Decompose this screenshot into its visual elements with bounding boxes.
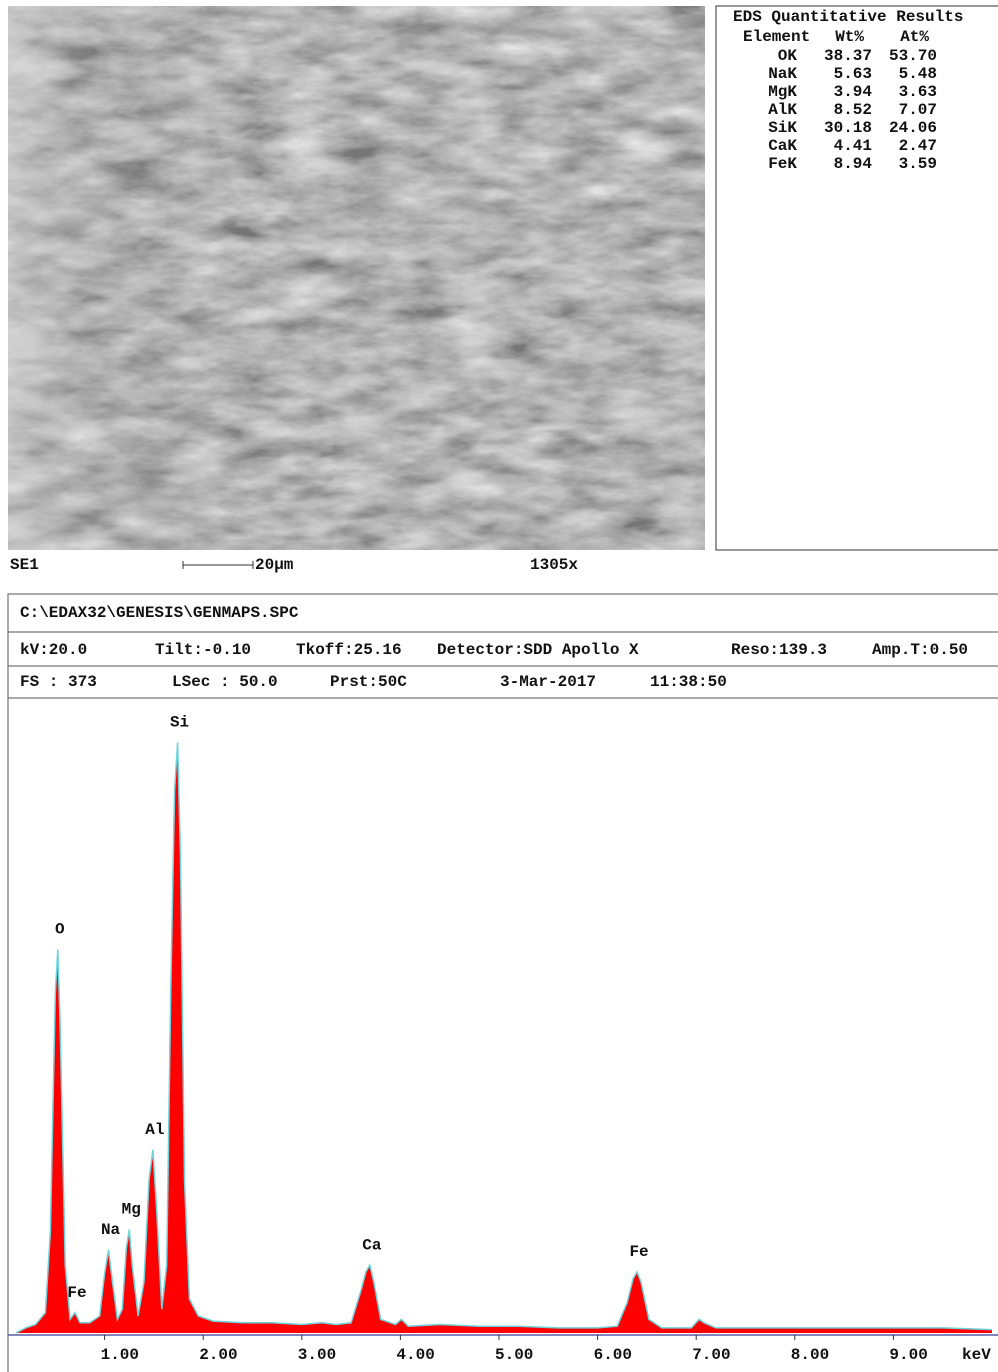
- table-cell: 8.52: [834, 101, 872, 119]
- x-tick-label: 6.00: [594, 1346, 632, 1364]
- column-header: At%: [900, 28, 929, 46]
- table-cell: 30.18: [824, 119, 872, 137]
- x-tick-label: 2.00: [199, 1346, 237, 1364]
- acq-param: Detector:SDD Apollo X: [437, 641, 639, 659]
- table-cell: 3.59: [899, 155, 937, 173]
- x-tick-label: 1.00: [101, 1346, 139, 1364]
- table-cell: 53.70: [889, 47, 937, 65]
- peak-label: Fe: [629, 1243, 648, 1261]
- x-tick-label: 8.00: [791, 1346, 829, 1364]
- x-tick-label: 7.00: [692, 1346, 730, 1364]
- peak-label: Ca: [362, 1236, 382, 1254]
- peak-label: O: [55, 921, 65, 939]
- acq-param: Reso:139.3: [731, 641, 827, 659]
- peak-label: Al: [145, 1121, 164, 1139]
- table-cell: 38.37: [824, 47, 872, 65]
- caption-scale: 20µm: [255, 556, 294, 574]
- acq-param: kV:20.0: [20, 641, 87, 659]
- acq-param: LSec : 50.0: [172, 673, 278, 691]
- table-cell: FeK: [768, 155, 797, 173]
- table-cell: 3.63: [899, 83, 937, 101]
- x-tick-label: 9.00: [889, 1346, 927, 1364]
- x-tick-label: 5.00: [495, 1346, 533, 1364]
- acq-param: Tilt:-0.10: [155, 641, 251, 659]
- table-cell: 5.48: [899, 65, 937, 83]
- acq-param: 3-Mar-2017: [500, 673, 596, 691]
- x-axis-label: keV: [962, 1346, 991, 1364]
- x-tick-label: 3.00: [298, 1346, 336, 1364]
- table-cell: MgK: [768, 83, 797, 101]
- table-cell: NaK: [768, 65, 797, 83]
- acq-param: Tkoff:25.16: [296, 641, 402, 659]
- peak-label: Fe: [67, 1284, 86, 1302]
- table-cell: AlK: [768, 101, 797, 119]
- table-cell: CaK: [768, 137, 797, 155]
- table-cell: SiK: [768, 119, 797, 137]
- x-tick-label: 4.00: [396, 1346, 434, 1364]
- acq-param: Amp.T:0.50: [872, 641, 968, 659]
- peak-label: Si: [170, 714, 189, 732]
- acq-param: 11:38:50: [650, 673, 727, 691]
- table-cell: OK: [778, 47, 798, 65]
- eds-table: EDS Quantitative Results Element Wt% At% OK 3…: [733, 8, 963, 173]
- acq-param: FS : 373: [20, 673, 97, 691]
- table-cell: 2.47: [899, 137, 937, 155]
- caption-magnification: 1305x: [530, 556, 578, 574]
- peak-label: Mg: [122, 1201, 141, 1219]
- image-caption: SE1 20µm 1305x: [10, 556, 578, 574]
- table-cell: 3.94: [834, 83, 873, 101]
- caption-mode: SE1: [10, 556, 39, 574]
- acq-param: Prst:50C: [330, 673, 407, 691]
- table-cell: 8.94: [834, 155, 873, 173]
- table-cell: 24.06: [889, 119, 937, 137]
- table-cell: 7.07: [899, 101, 937, 119]
- table-cell: 4.41: [834, 137, 872, 155]
- page: EDS Quantitative Results Element Wt% At% OK 3…: [0, 0, 998, 1372]
- sem-image: [8, 6, 705, 550]
- table-cell: 5.63: [834, 65, 872, 83]
- table-title: EDS Quantitative Results: [733, 8, 963, 26]
- column-header: Element: [743, 28, 810, 46]
- peak-label: Na: [101, 1221, 121, 1239]
- file-path: C:\EDAX32\GENESIS\GENMAPS.SPC: [20, 604, 299, 622]
- column-header: Wt%: [835, 28, 864, 46]
